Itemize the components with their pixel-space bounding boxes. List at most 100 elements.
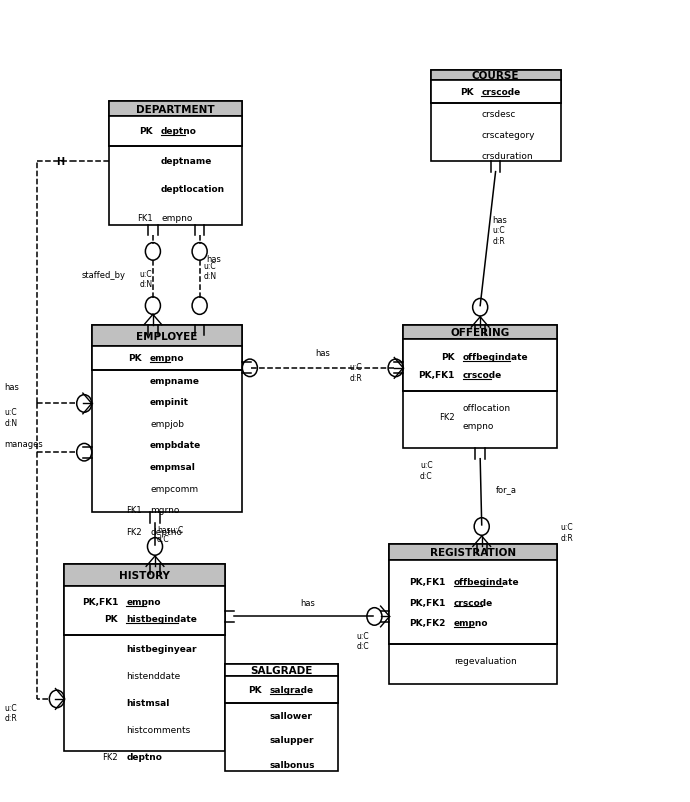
Text: empinit: empinit [150,398,189,407]
Bar [64,565,225,585]
Text: u:C
d:R: u:C d:R [493,226,505,245]
Bar [109,103,242,226]
Text: u:C
d:C: u:C d:C [420,460,433,480]
Text: has: has [315,349,331,358]
Text: salbonus: salbonus [270,760,315,769]
Text: mgrno: mgrno [150,505,179,515]
Text: deptno: deptno [150,527,182,536]
Text: has: has [4,383,19,392]
Text: has: has [493,215,507,225]
Text: u:C
d:N: u:C d:N [4,408,17,427]
Text: empcomm: empcomm [150,484,198,493]
Text: crscode: crscode [454,597,493,607]
Text: empno: empno [126,597,161,606]
Bar [403,339,558,392]
Text: PK: PK [460,88,473,97]
Bar [92,326,242,346]
Text: crsduration: crsduration [482,152,533,161]
Bar [389,545,558,684]
Text: PK: PK [105,614,118,624]
Text: u:C
d:C: u:C d:C [356,631,369,650]
Bar [225,664,338,772]
Text: offbegindate: offbegindate [454,577,520,586]
Bar [64,565,225,751]
Text: FK2: FK2 [126,527,142,536]
Text: FK2: FK2 [439,412,455,422]
Text: PK,FK1: PK,FK1 [409,597,446,607]
Bar [109,116,242,147]
Text: HISTORY: HISTORY [119,570,170,580]
Text: crsdesc: crsdesc [482,110,516,119]
Text: histenddate: histenddate [126,671,181,680]
Text: empjob: empjob [150,419,184,428]
Bar [389,545,558,561]
Text: FK1: FK1 [137,213,152,223]
Bar [389,561,558,644]
Text: histcomments: histcomments [126,725,190,734]
Text: deptno: deptno [161,128,197,136]
Text: histbegindate: histbegindate [126,614,197,624]
Text: manages: manages [4,439,43,448]
Text: FK1: FK1 [126,505,142,515]
Text: crscategory: crscategory [482,131,535,140]
Text: PK,FK1: PK,FK1 [82,597,118,606]
Text: deptno: deptno [126,752,162,761]
Text: SALGRADE: SALGRADE [250,665,313,675]
Text: empbdate: empbdate [150,441,201,450]
Text: u:C
d:N: u:C d:N [139,269,152,289]
Text: PK,FK1: PK,FK1 [418,371,455,379]
Text: regevaluation: regevaluation [454,656,517,665]
Text: offbegindate: offbegindate [463,352,529,361]
Text: empmsal: empmsal [150,463,196,472]
Bar [431,81,560,103]
Text: PK: PK [139,128,152,136]
Bar [403,326,558,339]
Text: hasu:C: hasu:C [157,525,184,534]
Bar [225,664,338,676]
Text: empno: empno [161,213,193,223]
Text: crscode: crscode [482,88,521,97]
Text: d:C: d:C [157,535,170,544]
Text: deptlocation: deptlocation [161,185,225,194]
Text: salupper: salupper [270,735,315,744]
Text: u:C
d:R: u:C d:R [560,523,573,542]
Text: empno: empno [463,422,494,431]
Text: staffed_by: staffed_by [81,271,126,280]
Bar [92,346,242,370]
Text: histbeginyear: histbeginyear [126,645,197,654]
Text: sallower: sallower [270,711,313,719]
Bar [403,326,558,449]
Text: empno: empno [454,618,489,627]
Bar [92,326,242,512]
Text: PK,FK1: PK,FK1 [409,577,446,586]
Text: EMPLOYEE: EMPLOYEE [137,331,198,341]
Text: u:C
d:R: u:C d:R [4,703,17,723]
Text: H: H [57,156,64,167]
Text: has: has [300,598,315,607]
Text: PK,FK2: PK,FK2 [409,618,446,627]
Bar [431,71,560,162]
Text: offlocation: offlocation [463,403,511,413]
Text: REGISTRATION: REGISTRATION [431,548,516,557]
Text: OFFERING: OFFERING [451,327,510,338]
Bar [225,676,338,703]
Bar [64,585,225,635]
Text: DEPARTMENT: DEPARTMENT [137,104,215,115]
Bar [109,103,242,116]
Text: PK: PK [128,354,142,363]
Bar [431,71,560,81]
Text: FK2: FK2 [103,752,118,761]
Text: salgrade: salgrade [270,685,314,694]
Text: has: has [206,255,221,264]
Text: PK: PK [441,352,455,361]
Text: histmsal: histmsal [126,699,170,707]
Text: empname: empname [150,376,200,385]
Text: for_a: for_a [495,484,516,493]
Text: crscode: crscode [463,371,502,379]
Text: empno: empno [150,354,184,363]
Text: PK: PK [248,685,262,694]
Text: COURSE: COURSE [472,71,520,81]
Text: u:C
d:N: u:C d:N [204,261,217,281]
Text: deptname: deptname [161,157,213,166]
Text: u:C
d:R: u:C d:R [349,363,362,382]
